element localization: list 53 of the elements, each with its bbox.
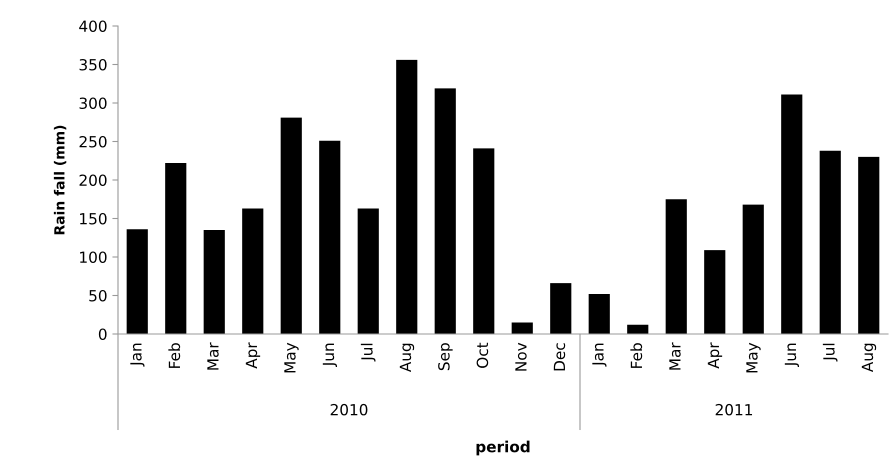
x-tick-label: Jul [360,344,376,362]
x-tick-label: Jun [784,344,800,367]
x-tick-label: Mar [207,342,219,370]
x-tick-label: Dec [554,343,566,370]
y-axis-title: Rain fall (mm) [54,126,66,234]
bar [473,148,494,334]
bar [204,230,225,334]
x-tick-label: Apr [246,342,260,369]
x-tick-label: Jul [822,344,838,362]
y-tick-label: 400 [79,20,107,32]
x-axis-title: period [476,440,530,456]
x-tick-label: Jan [592,344,607,367]
x-tick-label: Jun [322,344,338,367]
bar [512,322,533,334]
bar [858,156,880,334]
x-tick-label: Feb [168,343,180,368]
x-tick-label: Mar [669,342,681,370]
bar [588,294,610,334]
y-tick-label: 50 [89,290,107,302]
y-tick-label: 150 [80,212,107,225]
bar [742,204,764,334]
y-tick-label: 200 [80,174,107,186]
bar [280,118,302,334]
y-tick-label: 350 [80,58,107,71]
bar [820,150,841,334]
y-tick-label: 100 [80,251,107,264]
y-tick-label: 250 [80,136,107,148]
x-tick-label: Aug [862,344,876,372]
x-tick-label: May [284,342,299,372]
bar [319,140,340,334]
x-tick-label: Nov [515,342,527,371]
y-tick-label: 0 [98,328,107,340]
bar [434,88,456,334]
x-tick-label: Sep [438,343,453,370]
y-tick-label: 300 [80,97,107,110]
bar [704,250,726,334]
x-tick-label: Apr [708,342,722,369]
bar [396,60,418,334]
bar [358,208,379,334]
text: 2010 [330,404,368,416]
bar [126,229,148,334]
bar [242,208,264,334]
bar [627,324,648,334]
bar [165,163,186,334]
x-tick-label: Jan [130,344,145,367]
text: 2011 [716,404,752,416]
x-tick-label: Feb [630,343,642,368]
x-tick-label: Aug [400,344,414,372]
bar [550,283,572,334]
x-tick-label: Oct [476,342,488,368]
bar [781,94,802,334]
x-tick-label: May [746,342,761,372]
bar [666,199,687,334]
